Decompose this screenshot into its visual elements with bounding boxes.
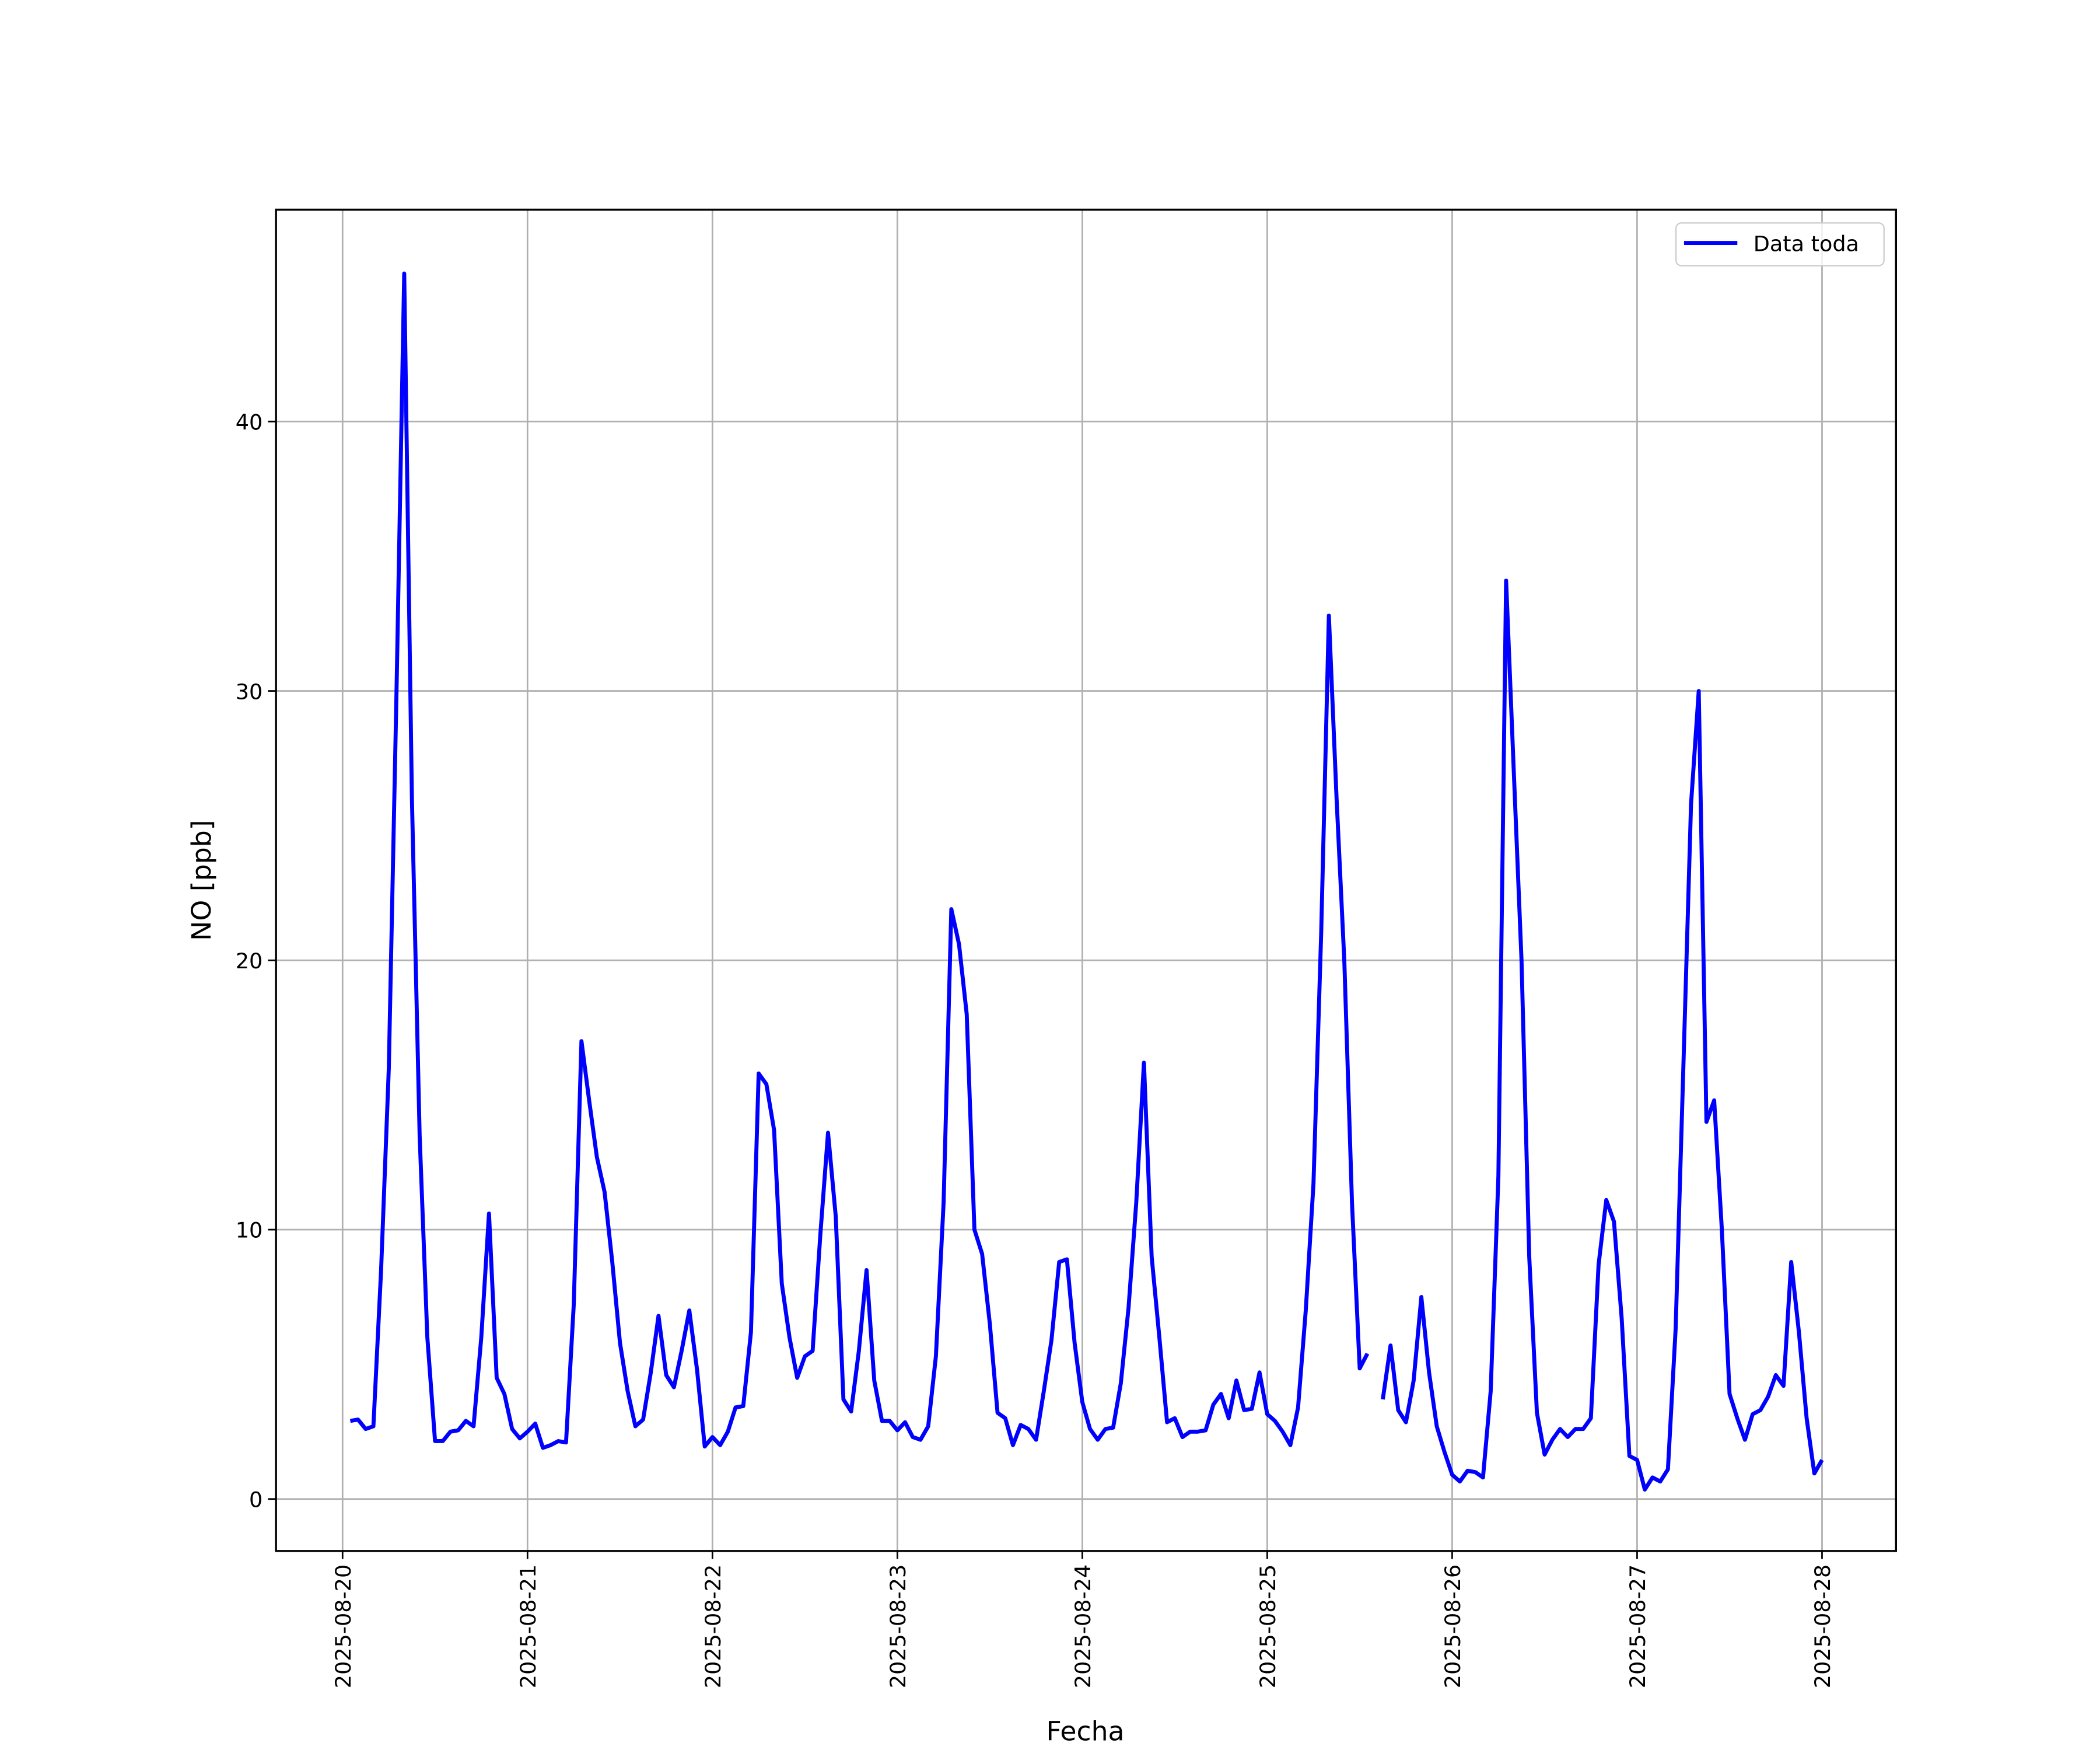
- legend-box: [1675, 222, 1885, 267]
- y-tick-label: 10: [236, 1218, 263, 1243]
- axes-frame: [275, 208, 1897, 1552]
- x-tick-label: 2025-08-24: [1070, 1564, 1096, 1688]
- x-tick-label: 2025-08-23: [886, 1564, 911, 1688]
- x-tick-label: 2025-08-20: [331, 1564, 356, 1688]
- x-tick-label: 2025-08-25: [1255, 1564, 1280, 1688]
- plot-area: [349, 271, 1824, 1492]
- grid: [276, 209, 1896, 1551]
- y-axis-label: NO [ppb]: [186, 820, 217, 940]
- x-tick-label: 2025-08-28: [1810, 1564, 1835, 1688]
- x-tick-label: 2025-08-21: [516, 1564, 541, 1688]
- ticks: 0 10 20 30 40 2025-08-20 2025-08-21 2025-08-22 2…: [236, 410, 1835, 1689]
- x-tick-label: 2025-08-27: [1625, 1564, 1650, 1688]
- data-line: [349, 271, 1824, 1492]
- x-tick-label: 2025-08-22: [701, 1564, 726, 1688]
- legend: Data toda: [1675, 222, 1885, 267]
- y-tick-label: 0: [249, 1487, 262, 1512]
- y-tick-label: 20: [236, 949, 263, 974]
- x-tick-label: 2025-08-26: [1440, 1564, 1465, 1688]
- y-tick-label: 30: [236, 679, 263, 704]
- y-tick-label: 40: [236, 410, 263, 435]
- legend-label: Data toda: [1754, 231, 1859, 256]
- x-axis-label: Fecha: [1046, 1716, 1125, 1746]
